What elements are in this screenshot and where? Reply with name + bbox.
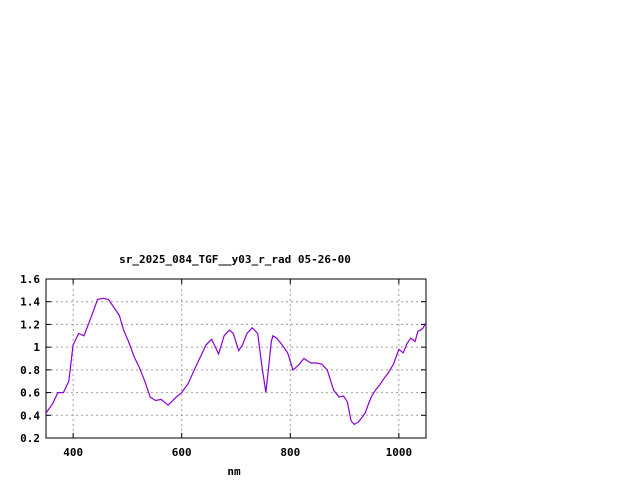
plot-frame xyxy=(45,278,427,439)
y-tick-label: 1.4 xyxy=(20,296,40,309)
grid-lines xyxy=(46,279,426,438)
chart-title: sr_2025_084_TGF__y03_r_rad 05-26-00 xyxy=(119,253,351,266)
x-tick-label: 400 xyxy=(63,446,83,459)
y-tick-label: 0.4 xyxy=(20,409,40,422)
y-tick-label: 1.6 xyxy=(20,273,40,286)
spectrum-series-line xyxy=(45,297,427,426)
y-tick-label: 0.2 xyxy=(20,432,40,445)
x-tick-label: 600 xyxy=(172,446,192,459)
x-axis-label: nm xyxy=(227,465,241,478)
x-tick-label: 800 xyxy=(280,446,300,459)
y-tick-label: 0.6 xyxy=(20,387,40,400)
y-tick-label: 1 xyxy=(33,341,40,354)
x-tick-label: 1000 xyxy=(386,446,413,459)
y-tick-label: 1.2 xyxy=(20,318,40,331)
y-tick-label: 0.8 xyxy=(20,364,40,377)
axis-ticks xyxy=(46,278,426,439)
tick-labels: 0.2 0.4 0.6 0.8 1 1.2 1.4 1.6 400 600 800 1000 xyxy=(20,273,412,459)
